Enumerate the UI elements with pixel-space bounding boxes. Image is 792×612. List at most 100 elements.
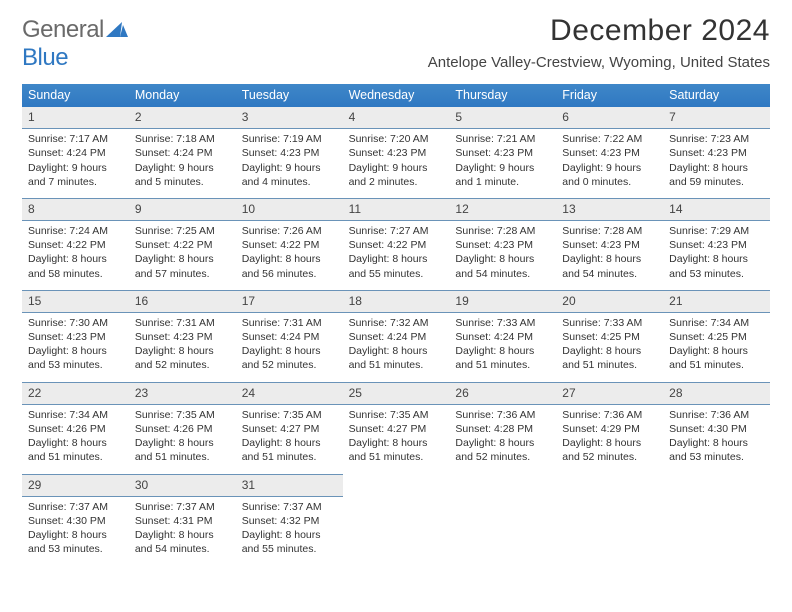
- day-sr: Sunrise: 7:31 AM: [242, 316, 337, 330]
- day-dl1: Daylight: 8 hours: [455, 436, 550, 450]
- day-sr: Sunrise: 7:37 AM: [242, 500, 337, 514]
- day-ss: Sunset: 4:30 PM: [28, 514, 123, 528]
- day-dl2: and 51 minutes.: [135, 450, 230, 464]
- day-dl1: Daylight: 8 hours: [242, 528, 337, 542]
- day-body: Sunrise: 7:31 AMSunset: 4:24 PMDaylight:…: [236, 313, 343, 373]
- logo: General Blue: [22, 14, 128, 72]
- day-dl1: Daylight: 8 hours: [562, 344, 657, 358]
- day-number: 10: [236, 198, 343, 221]
- day-sr: Sunrise: 7:18 AM: [135, 132, 230, 146]
- calendar-day: 19Sunrise: 7:33 AMSunset: 4:24 PMDayligh…: [449, 290, 556, 373]
- calendar-day: 3Sunrise: 7:19 AMSunset: 4:23 PMDaylight…: [236, 107, 343, 189]
- header: General Blue December 2024 Antelope Vall…: [22, 14, 770, 72]
- day-dl2: and 55 minutes.: [349, 267, 444, 281]
- day-ss: Sunset: 4:24 PM: [242, 330, 337, 344]
- day-ss: Sunset: 4:22 PM: [242, 238, 337, 252]
- day-ss: Sunset: 4:25 PM: [669, 330, 764, 344]
- day-dl1: Daylight: 8 hours: [135, 344, 230, 358]
- calendar-day: 20Sunrise: 7:33 AMSunset: 4:25 PMDayligh…: [556, 290, 663, 373]
- day-number: 21: [663, 290, 770, 313]
- day-body: Sunrise: 7:35 AMSunset: 4:27 PMDaylight:…: [236, 405, 343, 465]
- calendar-day: 21Sunrise: 7:34 AMSunset: 4:25 PMDayligh…: [663, 290, 770, 373]
- day-body: Sunrise: 7:17 AMSunset: 4:24 PMDaylight:…: [22, 129, 129, 189]
- day-dl2: and 53 minutes.: [669, 450, 764, 464]
- day-number: 18: [343, 290, 450, 313]
- weeks-container: 1Sunrise: 7:17 AMSunset: 4:24 PMDaylight…: [22, 107, 770, 556]
- calendar-day: 17Sunrise: 7:31 AMSunset: 4:24 PMDayligh…: [236, 290, 343, 373]
- day-ss: Sunset: 4:23 PM: [669, 146, 764, 160]
- day-dl1: Daylight: 8 hours: [135, 528, 230, 542]
- day-number: 12: [449, 198, 556, 221]
- day-dl1: Daylight: 8 hours: [349, 436, 444, 450]
- day-dl2: and 51 minutes.: [349, 450, 444, 464]
- day-dl2: and 5 minutes.: [135, 175, 230, 189]
- day-body: Sunrise: 7:36 AMSunset: 4:30 PMDaylight:…: [663, 405, 770, 465]
- dow-saturday: Saturday: [663, 84, 770, 107]
- day-sr: Sunrise: 7:34 AM: [28, 408, 123, 422]
- day-ss: Sunset: 4:27 PM: [242, 422, 337, 436]
- day-ss: Sunset: 4:25 PM: [562, 330, 657, 344]
- day-sr: Sunrise: 7:36 AM: [669, 408, 764, 422]
- day-number: 30: [129, 474, 236, 497]
- day-body: Sunrise: 7:37 AMSunset: 4:31 PMDaylight:…: [129, 497, 236, 557]
- day-body: Sunrise: 7:20 AMSunset: 4:23 PMDaylight:…: [343, 129, 450, 189]
- dow-thursday: Thursday: [449, 84, 556, 107]
- day-body: Sunrise: 7:35 AMSunset: 4:26 PMDaylight:…: [129, 405, 236, 465]
- day-dl1: Daylight: 8 hours: [135, 436, 230, 450]
- calendar-day: 10Sunrise: 7:26 AMSunset: 4:22 PMDayligh…: [236, 198, 343, 281]
- calendar-day: [343, 474, 450, 557]
- calendar-day: 29Sunrise: 7:37 AMSunset: 4:30 PMDayligh…: [22, 474, 129, 557]
- day-sr: Sunrise: 7:36 AM: [562, 408, 657, 422]
- day-dl2: and 55 minutes.: [242, 542, 337, 556]
- calendar-day: 26Sunrise: 7:36 AMSunset: 4:28 PMDayligh…: [449, 382, 556, 465]
- day-dl2: and 52 minutes.: [135, 358, 230, 372]
- day-body: Sunrise: 7:28 AMSunset: 4:23 PMDaylight:…: [556, 221, 663, 281]
- day-body: Sunrise: 7:22 AMSunset: 4:23 PMDaylight:…: [556, 129, 663, 189]
- day-sr: Sunrise: 7:24 AM: [28, 224, 123, 238]
- day-sr: Sunrise: 7:23 AM: [669, 132, 764, 146]
- day-dl1: Daylight: 9 hours: [242, 161, 337, 175]
- day-ss: Sunset: 4:23 PM: [242, 146, 337, 160]
- day-ss: Sunset: 4:30 PM: [669, 422, 764, 436]
- day-number: 16: [129, 290, 236, 313]
- day-ss: Sunset: 4:22 PM: [28, 238, 123, 252]
- dow-tuesday: Tuesday: [236, 84, 343, 107]
- day-body: Sunrise: 7:31 AMSunset: 4:23 PMDaylight:…: [129, 313, 236, 373]
- day-dl1: Daylight: 9 hours: [28, 161, 123, 175]
- day-dl2: and 4 minutes.: [242, 175, 337, 189]
- logo-shape: [106, 16, 128, 43]
- day-dl1: Daylight: 8 hours: [349, 252, 444, 266]
- day-body: Sunrise: 7:25 AMSunset: 4:22 PMDaylight:…: [129, 221, 236, 281]
- day-number: 7: [663, 107, 770, 129]
- calendar-week: 1Sunrise: 7:17 AMSunset: 4:24 PMDaylight…: [22, 107, 770, 189]
- title-block: December 2024 Antelope Valley-Crestview,…: [428, 14, 770, 71]
- day-sr: Sunrise: 7:37 AM: [28, 500, 123, 514]
- day-dl1: Daylight: 8 hours: [242, 252, 337, 266]
- day-dl1: Daylight: 8 hours: [28, 252, 123, 266]
- logo-word1: General: [22, 16, 104, 43]
- day-body: Sunrise: 7:36 AMSunset: 4:29 PMDaylight:…: [556, 405, 663, 465]
- calendar-day: 1Sunrise: 7:17 AMSunset: 4:24 PMDaylight…: [22, 107, 129, 189]
- dow-wednesday: Wednesday: [343, 84, 450, 107]
- calendar-day: 6Sunrise: 7:22 AMSunset: 4:23 PMDaylight…: [556, 107, 663, 189]
- day-number: 25: [343, 382, 450, 405]
- calendar-day: 28Sunrise: 7:36 AMSunset: 4:30 PMDayligh…: [663, 382, 770, 465]
- calendar-day: 24Sunrise: 7:35 AMSunset: 4:27 PMDayligh…: [236, 382, 343, 465]
- day-ss: Sunset: 4:23 PM: [562, 238, 657, 252]
- day-dl1: Daylight: 9 hours: [455, 161, 550, 175]
- day-dl1: Daylight: 8 hours: [562, 252, 657, 266]
- day-ss: Sunset: 4:27 PM: [349, 422, 444, 436]
- day-ss: Sunset: 4:23 PM: [28, 330, 123, 344]
- day-body: Sunrise: 7:19 AMSunset: 4:23 PMDaylight:…: [236, 129, 343, 189]
- calendar-day: 5Sunrise: 7:21 AMSunset: 4:23 PMDaylight…: [449, 107, 556, 189]
- calendar-page: General Blue December 2024 Antelope Vall…: [0, 0, 792, 556]
- day-number: 4: [343, 107, 450, 129]
- day-dl2: and 53 minutes.: [28, 358, 123, 372]
- day-sr: Sunrise: 7:17 AM: [28, 132, 123, 146]
- day-number: 24: [236, 382, 343, 405]
- day-dl1: Daylight: 8 hours: [669, 161, 764, 175]
- day-ss: Sunset: 4:32 PM: [242, 514, 337, 528]
- day-ss: Sunset: 4:28 PM: [455, 422, 550, 436]
- day-number: 14: [663, 198, 770, 221]
- calendar-day: 22Sunrise: 7:34 AMSunset: 4:26 PMDayligh…: [22, 382, 129, 465]
